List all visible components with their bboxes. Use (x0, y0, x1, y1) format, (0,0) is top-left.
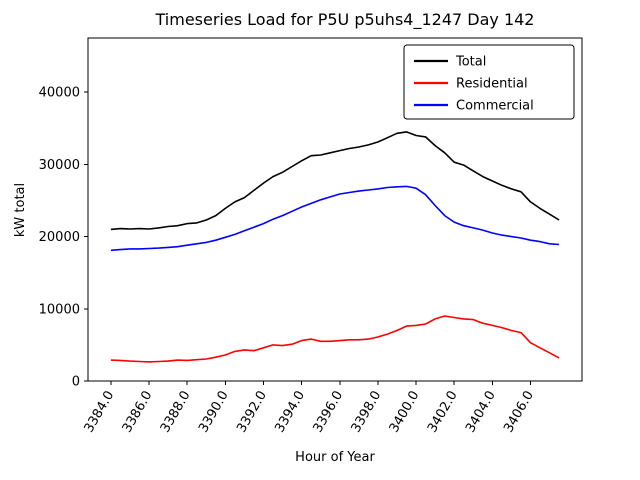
legend-label-commercial: Commercial (456, 99, 534, 114)
y-axis-label: kW total (13, 183, 28, 237)
x-tick-label: 3390.0 (196, 389, 232, 436)
series-line-total (110, 131, 560, 231)
legend-box (403, 44, 575, 120)
x-tick-label: 3394.0 (272, 389, 308, 436)
x-tick-label: 3386.0 (120, 389, 156, 436)
x-tick-label: 3404.0 (463, 389, 499, 436)
x-tick-label: 3406.0 (501, 389, 537, 436)
x-tick-label: 3402.0 (425, 389, 461, 436)
y-tick-label: 30000 (39, 158, 80, 173)
y-tick-label: 0 (72, 375, 80, 390)
plot-area: 3384.0 3386.0 3388.0 3390.0 3392.0 3394.0 3396… (39, 37, 583, 436)
legend-label-total: Total (455, 55, 486, 70)
y-tick-label: 40000 (39, 86, 80, 101)
x-axis-label: Hour of Year (295, 450, 375, 465)
x-tick-label: 3392.0 (234, 389, 270, 436)
y-tick-label: 10000 (39, 302, 80, 317)
x-tick-label: 3396.0 (310, 389, 346, 436)
series-line-commercial (110, 185, 560, 252)
legend-label-residential: Residential (456, 77, 528, 92)
x-tick-label: 3388.0 (158, 389, 194, 436)
x-tick-label: 3384.0 (82, 389, 118, 436)
y-tick-label: 20000 (39, 230, 80, 245)
chart-title: Timeseries Load for P5U p5uhs4_1247 Day … (155, 10, 535, 30)
x-tick-label: 3400.0 (387, 389, 423, 436)
series-line-residential (110, 315, 560, 363)
x-tick-label: 3398.0 (349, 389, 385, 436)
